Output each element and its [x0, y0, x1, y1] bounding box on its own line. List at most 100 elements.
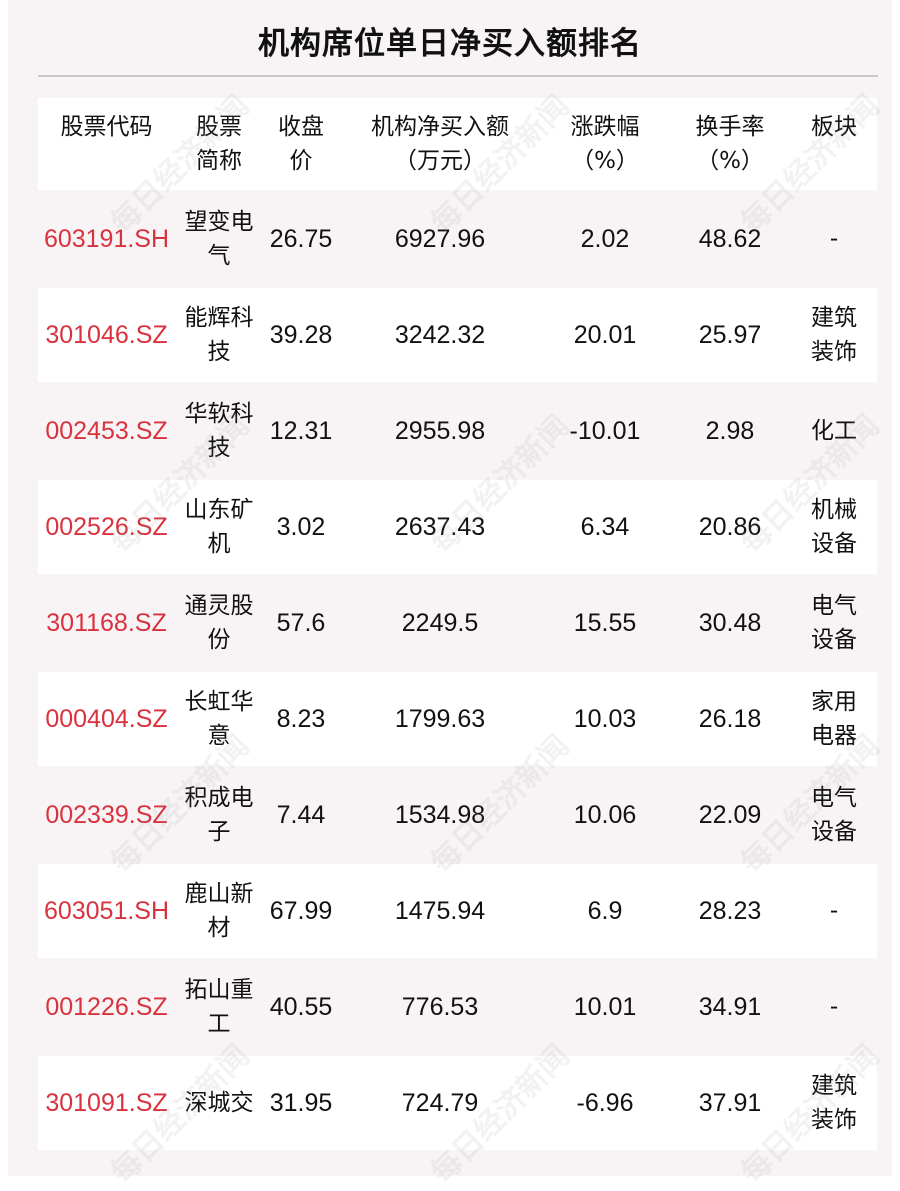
stock-name-cell: 拓山重工 [175, 973, 263, 1041]
stock-name-cell: 山东矿机 [175, 493, 263, 561]
stock-name-cell: 能辉科技 [175, 301, 263, 369]
sector: 化工 [811, 418, 857, 444]
table-row: 002339.SZ 积成电子 7.44 1534.98 10.06 22.09 电气设备 [38, 768, 877, 862]
change-percent: 2.02 [580, 225, 630, 253]
close-price: 3.02 [276, 513, 326, 541]
close-price-cell: 31.95 [263, 1086, 339, 1120]
net-buy-amount: 724.79 [401, 1089, 479, 1117]
close-price-cell: 7.44 [263, 798, 339, 832]
net-buy-amount: 2249.5 [401, 609, 479, 637]
sector: 建筑装饰 [811, 305, 857, 365]
divider [38, 75, 878, 77]
close-price-cell: 39.28 [263, 318, 339, 352]
turnover-rate-cell: 25.97 [669, 318, 791, 352]
table-header: 股票代码 股票简称 收盘价 机构净买入额（万元） 涨跌幅（%） 换手率（%） 板… [38, 98, 877, 190]
stock-name: 深城交 [184, 1090, 254, 1116]
change-percent-cell: 10.01 [541, 990, 669, 1024]
net-buy-amount-cell: 6927.96 [339, 222, 541, 256]
stock-code: 002526.SZ [45, 513, 168, 541]
sector: 电气设备 [811, 785, 857, 845]
sector-cell: - [791, 990, 877, 1024]
net-buy-amount: 2955.98 [394, 417, 486, 445]
change-percent-cell: 6.9 [541, 894, 669, 928]
close-price: 7.44 [276, 801, 326, 829]
close-price-cell: 3.02 [263, 510, 339, 544]
close-price: 67.99 [269, 897, 333, 925]
stock-name-cell: 华软科技 [175, 397, 263, 465]
stock-name: 鹿山新材 [184, 881, 254, 941]
turnover-rate-cell: 48.62 [669, 222, 791, 256]
turnover-rate-cell: 34.91 [669, 990, 791, 1024]
page-title: 机构席位单日净买入额排名 [258, 26, 642, 62]
stock-name-cell: 通灵股份 [175, 589, 263, 657]
stock-name-cell: 深城交 [175, 1086, 263, 1120]
net-buy-amount-cell: 3242.32 [339, 318, 541, 352]
table-row: 603191.SH 望变电气 26.75 6927.96 2.02 48.62 - [38, 192, 877, 286]
close-price: 40.55 [269, 993, 333, 1021]
stock-code: 603051.SH [43, 897, 170, 925]
table-row: 301091.SZ 深城交 31.95 724.79 -6.96 37.91 建筑装饰 [38, 1056, 877, 1150]
stock-name: 华软科技 [184, 401, 254, 461]
stock-code-cell: 002526.SZ [38, 510, 175, 544]
net-buy-amount-cell: 724.79 [339, 1086, 541, 1120]
turnover-rate-cell: 28.23 [669, 894, 791, 928]
sector: 家用电器 [811, 689, 857, 749]
close-price-cell: 40.55 [263, 990, 339, 1024]
stock-name: 拓山重工 [184, 977, 254, 1037]
net-buy-amount: 776.53 [401, 993, 479, 1021]
turnover-rate-cell: 22.09 [669, 798, 791, 832]
net-buy-amount-cell: 2249.5 [339, 606, 541, 640]
sector: - [829, 994, 839, 1020]
sector-cell: 化工 [791, 414, 877, 448]
stock-name: 长虹华意 [184, 689, 254, 749]
stock-name: 山东矿机 [184, 497, 254, 557]
close-price: 26.75 [269, 225, 333, 253]
change-percent-cell: -10.01 [541, 414, 669, 448]
change-percent: 10.03 [573, 705, 637, 733]
net-buy-amount-cell: 2637.43 [339, 510, 541, 544]
turnover-rate: 48.62 [698, 225, 762, 253]
change-percent: 10.01 [573, 993, 637, 1021]
sector: 电气设备 [811, 593, 857, 653]
net-buy-amount-cell: 1475.94 [339, 894, 541, 928]
turnover-rate-cell: 30.48 [669, 606, 791, 640]
stock-code-cell: 002339.SZ [38, 798, 175, 832]
header-turnover: 换手率（%） [695, 114, 765, 174]
change-percent: -10.01 [569, 417, 641, 445]
sector-cell: - [791, 894, 877, 928]
header-close: 收盘价 [278, 114, 324, 174]
sector-cell: 机械设备 [791, 493, 877, 561]
turnover-rate: 2.98 [705, 417, 755, 445]
turnover-rate-cell: 26.18 [669, 702, 791, 736]
table-row: 603051.SH 鹿山新材 67.99 1475.94 6.9 28.23 - [38, 864, 877, 958]
sector-cell: 家用电器 [791, 685, 877, 753]
change-percent: -6.96 [576, 1089, 634, 1117]
sector-cell: - [791, 222, 877, 256]
turnover-rate-cell: 20.86 [669, 510, 791, 544]
sector-cell: 建筑装饰 [791, 1069, 877, 1137]
table-row: 301168.SZ 通灵股份 57.6 2249.5 15.55 30.48 电气设备 [38, 576, 877, 670]
stock-code-cell: 603051.SH [38, 894, 175, 928]
net-buy-amount-cell: 2955.98 [339, 414, 541, 448]
turnover-rate-cell: 37.91 [669, 1086, 791, 1120]
stock-name: 通灵股份 [184, 593, 254, 653]
stock-code: 301046.SZ [45, 321, 168, 349]
close-price: 57.6 [276, 609, 326, 637]
stock-name-cell: 鹿山新材 [175, 877, 263, 945]
change-percent-cell: 20.01 [541, 318, 669, 352]
ranking-table: 股票代码 股票简称 收盘价 机构净买入额（万元） 涨跌幅（%） 换手率（%） 板… [38, 98, 877, 1152]
net-buy-amount: 1534.98 [394, 801, 486, 829]
header-sector: 板块 [811, 114, 857, 140]
stock-code-cell: 301168.SZ [38, 606, 175, 640]
net-buy-amount: 6927.96 [394, 225, 486, 253]
sector: 建筑装饰 [811, 1073, 857, 1133]
stock-code: 001226.SZ [45, 993, 168, 1021]
table-row: 301046.SZ 能辉科技 39.28 3242.32 20.01 25.97 建筑装饰 [38, 288, 877, 382]
turnover-rate: 37.91 [698, 1089, 762, 1117]
close-price-cell: 67.99 [263, 894, 339, 928]
stock-code: 603191.SH [43, 225, 170, 253]
close-price-cell: 12.31 [263, 414, 339, 448]
net-buy-amount-cell: 1799.63 [339, 702, 541, 736]
stock-name: 积成电子 [184, 785, 254, 845]
table-row: 002526.SZ 山东矿机 3.02 2637.43 6.34 20.86 机械设备 [38, 480, 877, 574]
